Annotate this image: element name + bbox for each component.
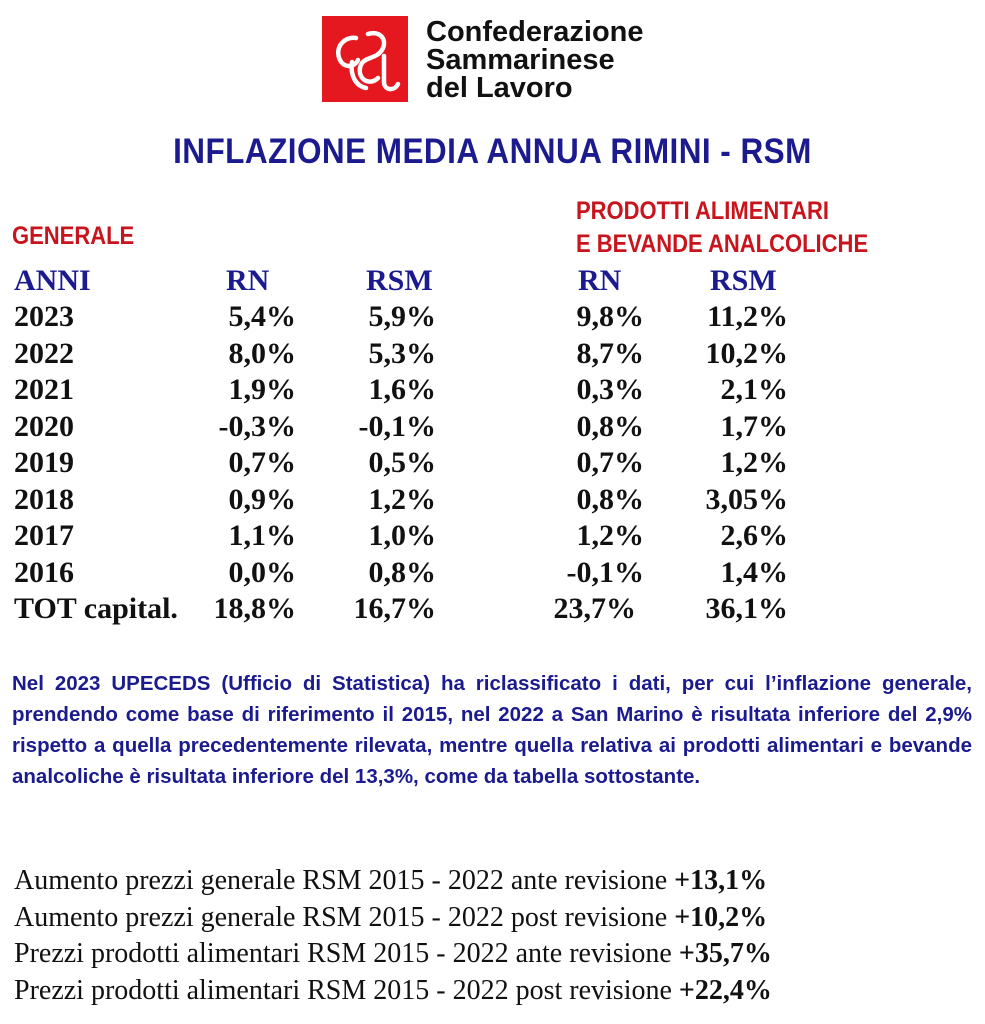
org-name-line3: del Lavoro xyxy=(426,72,573,104)
cell-rsm: 5,9% xyxy=(368,300,437,333)
header-rsm: RSM xyxy=(366,264,433,297)
cell-food-rn: 9,8% xyxy=(576,300,645,333)
cell-anno: 2023 xyxy=(14,300,74,333)
cell-anno: 2016 xyxy=(14,555,74,589)
note-paragraph: Nel 2023 UPECEDS (Ufficio di Statistica)… xyxy=(12,672,972,788)
header-food-rsm: RSM xyxy=(710,264,777,297)
org-name-line1: Confederazione xyxy=(426,16,644,48)
cell-rsm: 16,7% xyxy=(353,592,437,625)
cell-rn: -0,3% xyxy=(218,409,297,443)
cell-food-rsm: 1,4% xyxy=(720,555,789,589)
cell-food-rsm: 2,6% xyxy=(720,519,789,552)
csdl-logo xyxy=(322,16,408,102)
cell-rn: 1,1% xyxy=(228,519,297,552)
cell-food-rn: 0,8% xyxy=(576,409,645,443)
cell-rsm: 1,2% xyxy=(368,482,437,516)
cell-rn: 8,0% xyxy=(228,336,297,370)
summary-value: +22,4% xyxy=(678,974,772,1006)
cell-rn: 5,4% xyxy=(228,300,297,333)
cell-rn: 0,7% xyxy=(228,446,297,479)
cell-rsm: 0,8% xyxy=(368,555,437,589)
cell-food-rn: 23,7% xyxy=(553,592,637,625)
cell-rsm: -0,1% xyxy=(358,409,437,443)
cell-rsm: 5,3% xyxy=(368,336,437,370)
cell-anno: 2020 xyxy=(14,409,74,443)
header-food-rn: RN xyxy=(578,264,622,297)
cell-anno: TOT capital. xyxy=(14,592,178,625)
cell-food-rsm: 3,05% xyxy=(705,482,789,516)
cell-food-rn: 0,7% xyxy=(576,446,645,479)
cell-food-rsm: 1,7% xyxy=(720,409,789,443)
summary-text: Aumento prezzi generale RSM 2015 - 2022 … xyxy=(14,865,675,896)
cell-food-rn: 0,3% xyxy=(576,373,645,406)
summary-line: Aumento prezzi generale RSM 2015 - 2022 … xyxy=(14,864,767,898)
page-title: INFLAZIONE MEDIA ANNUA RIMINI - RSM xyxy=(173,132,812,171)
cell-rsm: 0,5% xyxy=(368,446,437,479)
cell-anno: 2018 xyxy=(14,482,74,516)
cell-food-rn: 8,7% xyxy=(576,336,645,370)
cell-rn: 0,9% xyxy=(228,482,297,516)
cell-food-rsm: 36,1% xyxy=(705,592,789,625)
cell-food-rn: 1,2% xyxy=(576,519,645,552)
cell-food-rn: -0,1% xyxy=(566,555,645,589)
header-anni: ANNI xyxy=(14,264,91,297)
summary-text: Prezzi prodotti alimentari RSM 2015 - 20… xyxy=(14,938,679,969)
cell-rn: 1,9% xyxy=(228,373,297,406)
cell-food-rsm: 11,2% xyxy=(707,300,788,333)
section-heading-generale: GENERALE xyxy=(12,222,135,250)
summary-line: Aumento prezzi generale RSM 2015 - 2022 … xyxy=(14,901,767,935)
summary-value: +35,7% xyxy=(678,938,772,969)
cell-anno: 2019 xyxy=(14,446,74,479)
cell-anno: 2017 xyxy=(14,519,74,552)
header-rn: RN xyxy=(226,264,270,297)
cell-rn: 18,8% xyxy=(213,592,297,625)
summary-value: +10,2% xyxy=(674,901,768,933)
section-heading-food-line1: PRODOTTI ALIMENTARI xyxy=(576,197,829,225)
organization-name: Confederazione Sammarinese del Lavoro xyxy=(426,16,644,104)
summary-value: +13,1% xyxy=(674,865,768,896)
org-name-line2: Sammarinese xyxy=(426,44,615,76)
cell-rsm: 1,0% xyxy=(368,519,437,552)
summary-text: Prezzi prodotti alimentari RSM 2015 - 20… xyxy=(14,974,679,1006)
cell-food-rsm: 1,2% xyxy=(720,446,789,479)
cell-food-rsm: 10,2% xyxy=(705,336,789,370)
cell-rn: 0,0% xyxy=(228,555,297,589)
cell-rsm: 1,6% xyxy=(368,373,437,406)
cell-anno: 2022 xyxy=(14,336,74,370)
section-heading-food-line2: E BEVANDE ANALCOLICHE xyxy=(576,230,869,258)
summary-line: Prezzi prodotti alimentari RSM 2015 - 20… xyxy=(14,937,772,971)
cell-food-rn: 0,8% xyxy=(576,482,645,516)
cell-food-rsm: 2,1% xyxy=(720,373,789,406)
summary-line: Prezzi prodotti alimentari RSM 2015 - 20… xyxy=(14,974,772,1008)
summary-text: Aumento prezzi generale RSM 2015 - 2022 … xyxy=(14,901,675,933)
cell-anno: 2021 xyxy=(14,373,74,406)
